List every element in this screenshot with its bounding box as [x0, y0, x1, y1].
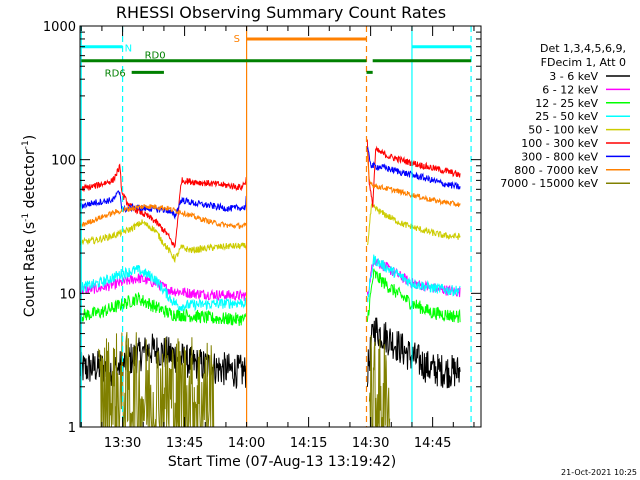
series-line: [79, 273, 247, 302]
series-100-300keV: [79, 139, 461, 249]
series-6-12keV: [79, 258, 461, 302]
y-axis-label-sup: -1: [21, 140, 31, 149]
flag-label-rd6: RD6: [105, 68, 126, 79]
legend-header: Det 1,3,4,5,6,9,: [540, 42, 626, 55]
x-tick-label: 13:30: [104, 436, 141, 451]
series-25-50keV: [79, 254, 461, 312]
legend-header: FDecim 1, Att 0: [541, 56, 626, 69]
flags-layer: N S RD0 RD6: [81, 34, 472, 79]
flag-label-n: N: [125, 44, 132, 55]
y-tick-label: 100: [51, 154, 76, 169]
x-tick-label: 14:30: [352, 436, 389, 451]
series-12-25keV: [79, 268, 461, 326]
x-tick-label: 14:15: [290, 436, 327, 451]
series-line: [79, 292, 247, 326]
series-line: [366, 254, 461, 303]
y-axis-label-part: detector: [22, 149, 38, 213]
series-line: [366, 202, 461, 246]
legend-label: 300 - 800 keV: [521, 150, 598, 163]
series-line: [366, 146, 461, 190]
y-axis-label-part: ): [22, 135, 38, 140]
series-line: [79, 219, 247, 264]
legend: Det 1,3,4,5,6,9,FDecim 1, Att 03 - 6 keV…: [500, 42, 630, 190]
series-layer: [79, 139, 461, 428]
legend-label: 6 - 12 keV: [542, 83, 598, 96]
series-line: [79, 163, 247, 249]
series-line: [98, 332, 215, 428]
legend-label: 100 - 300 keV: [521, 137, 598, 150]
legend-label: 12 - 25 keV: [535, 97, 598, 110]
y-axis-label: Count Rate (s-1 detector-1): [21, 135, 38, 317]
series-line: [366, 139, 461, 208]
y-axis-label-sup: -1: [21, 213, 31, 222]
flag-label-s: S: [234, 34, 240, 45]
x-tick-label: 14:00: [228, 436, 265, 451]
series-7000-15000keV: [98, 332, 391, 428]
series-line: [79, 264, 247, 312]
plot-frame: [79, 25, 482, 428]
x-tick-label: 13:45: [166, 436, 203, 451]
legend-label: 50 - 100 keV: [528, 124, 598, 137]
markers-layer: [80, 26, 472, 427]
legend-label: 7000 - 15000 keV: [500, 177, 598, 190]
legend-label: 3 - 6 keV: [549, 70, 598, 83]
legend-label: 25 - 50 keV: [535, 110, 598, 123]
chart-title: RHESSI Observing Summary Count Rates: [116, 3, 446, 22]
y-axis: 1 10 100 1000: [43, 20, 481, 436]
series-line: [366, 268, 461, 323]
flag-label-rd0: RD0: [145, 51, 166, 62]
y-axis-label-part: Count Rate (s: [22, 222, 38, 317]
x-tick-label: 14:45: [414, 436, 451, 451]
series-line: [79, 189, 247, 220]
series-50-100keV: [79, 202, 461, 264]
legend-label: 800 - 7000 keV: [514, 164, 598, 177]
series-800-7000keV: [79, 152, 461, 230]
series-line: [366, 317, 461, 389]
series-300-800keV: [79, 146, 461, 220]
x-axis-label: Start Time (07-Aug-13 13:19:42): [168, 454, 396, 470]
footer-date: 21-Oct-2021 10:25: [561, 468, 637, 477]
y-tick-label: 1: [68, 421, 76, 436]
series-line: [79, 204, 247, 230]
y-tick-label: 10: [59, 287, 76, 302]
y-tick-label: 1000: [43, 20, 76, 35]
series-line: [366, 152, 461, 208]
x-axis: 13:30 13:45 14:00 14:15 14:30 14:45: [80, 26, 475, 451]
